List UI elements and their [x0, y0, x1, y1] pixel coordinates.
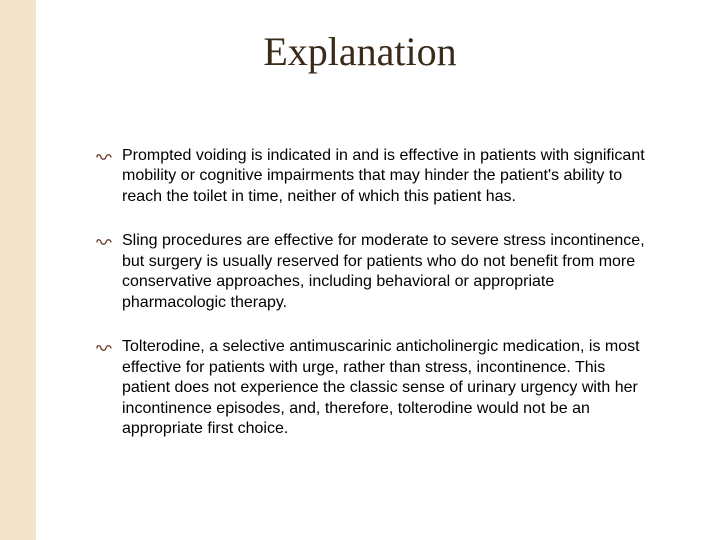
bullet-item: Prompted voiding is indicated in and is … [96, 146, 656, 207]
bullet-text: Tolterodine, a selective antimuscarinic … [122, 337, 656, 439]
left-accent-band [0, 0, 36, 540]
slide-title: Explanation [0, 28, 720, 75]
swirl-bullet-icon [96, 234, 112, 252]
swirl-bullet-icon [96, 340, 112, 358]
slide: Explanation Prompted voiding is indicate… [0, 0, 720, 540]
bullet-text: Prompted voiding is indicated in and is … [122, 146, 656, 207]
bullet-item: Tolterodine, a selective antimuscarinic … [96, 337, 656, 439]
bullet-text: Sling procedures are effective for moder… [122, 231, 656, 313]
bullet-item: Sling procedures are effective for moder… [96, 231, 656, 313]
bullet-list: Prompted voiding is indicated in and is … [96, 146, 656, 464]
swirl-bullet-icon [96, 149, 112, 167]
